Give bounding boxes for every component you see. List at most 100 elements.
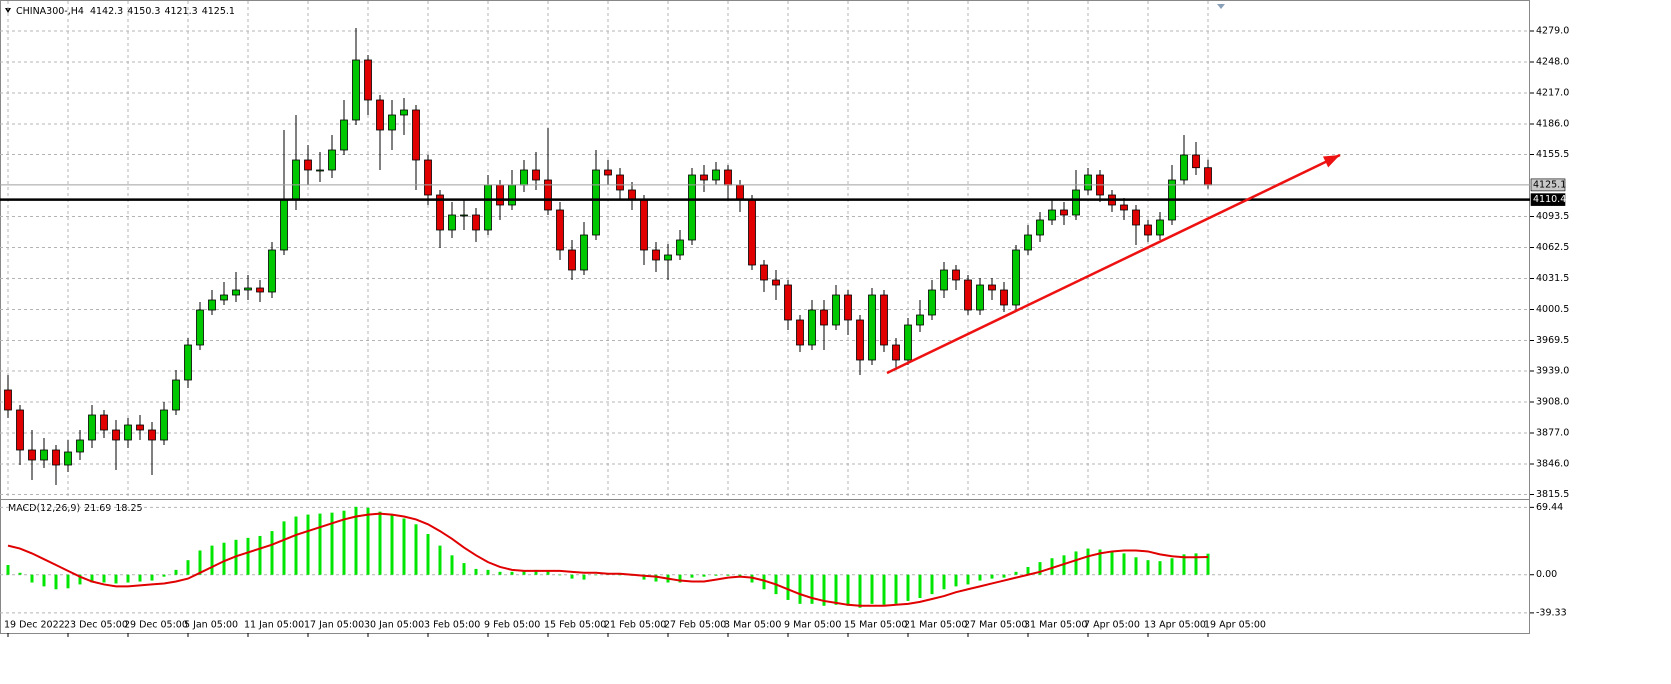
x-tick-label: 3 Mar 05:00	[724, 620, 781, 631]
macd-bar	[702, 574, 706, 577]
candle-body	[460, 214, 468, 217]
candle-body	[556, 209, 564, 251]
candle-body	[772, 279, 780, 286]
y-tick-label: 4217.0	[1536, 88, 1569, 99]
candle-body	[472, 214, 480, 231]
macd-bar	[270, 531, 274, 575]
x-tick-label: 30 Jan 05:00	[364, 620, 424, 631]
candle-body	[16, 409, 24, 451]
candle-body	[400, 109, 408, 116]
macd-bar	[426, 533, 430, 575]
candle-body	[1192, 154, 1200, 169]
macd-bar	[954, 574, 958, 587]
macd-bar	[678, 574, 682, 583]
candle-body	[280, 199, 288, 251]
candle-body	[436, 194, 444, 231]
macd-bar	[594, 574, 598, 576]
macd-bar	[1194, 553, 1198, 575]
candle-body	[1156, 219, 1164, 236]
macd-bar	[882, 574, 886, 605]
candle-body	[652, 249, 660, 261]
macd-bar	[1086, 548, 1090, 575]
macd-bar	[522, 570, 526, 575]
macd-bar	[354, 506, 358, 575]
candle-body	[952, 269, 960, 281]
x-tick-label: 9 Feb 05:00	[484, 620, 540, 631]
macd-bar	[198, 550, 202, 575]
candle-body	[1012, 249, 1020, 306]
shift-marker	[1217, 4, 1225, 9]
candle-body	[328, 149, 336, 171]
y-tick-label: 3908.0	[1536, 397, 1569, 408]
price-level-tag	[1530, 193, 1566, 206]
macd-bar	[1122, 553, 1126, 575]
candle-body	[316, 169, 324, 172]
candle-body	[1072, 189, 1080, 216]
candle-body	[4, 389, 12, 411]
candle-body	[1048, 209, 1056, 221]
candle-body	[1084, 174, 1092, 191]
candle-body	[376, 99, 384, 131]
candle-body	[676, 239, 684, 256]
price-level-label: 4110.4	[1533, 194, 1566, 205]
candle-body	[1180, 154, 1188, 181]
candle-body	[688, 174, 696, 241]
macd-bar	[150, 574, 154, 581]
header-close: 4125.1	[202, 6, 235, 17]
candle-body	[496, 184, 504, 206]
x-tick-label: 7 Apr 05:00	[1084, 620, 1140, 631]
macd-bar	[78, 574, 82, 585]
macd-bar	[210, 545, 214, 575]
menu-arrow[interactable]	[5, 8, 11, 13]
candle-body	[928, 289, 936, 316]
macd-bar	[1182, 554, 1186, 575]
macd-bar	[342, 510, 346, 575]
candle-body	[868, 294, 876, 361]
macd-bar	[414, 524, 418, 575]
macd-bar	[642, 574, 646, 580]
candle-body	[736, 184, 744, 201]
macd-bar	[330, 512, 334, 575]
candle-body	[352, 59, 360, 121]
candle-body	[712, 169, 720, 181]
candle-body	[448, 214, 456, 231]
macd-bar	[654, 574, 658, 582]
candle-body	[148, 429, 156, 441]
macd-bar	[510, 571, 514, 575]
macd-bar	[126, 574, 130, 583]
macd-bar	[1014, 571, 1018, 575]
candle-body	[340, 119, 348, 151]
macd-bar	[222, 542, 226, 575]
macd-bar	[462, 563, 466, 575]
signal-line	[7, 512, 1209, 607]
candle-body	[880, 294, 888, 346]
y-tick-label: 4031.5	[1536, 273, 1569, 284]
x-tick-label: 19 Apr 05:00	[1204, 620, 1266, 631]
macd-bar	[42, 574, 46, 587]
candle-body	[256, 287, 264, 293]
y-tick-label: 3815.5	[1536, 489, 1569, 500]
trend-line	[886, 153, 1341, 375]
trend-arrow-head	[1322, 155, 1340, 168]
candle-body	[1036, 219, 1044, 236]
x-tick-label: 29 Dec 05:00	[124, 620, 188, 631]
y-tick-label: 4062.5	[1536, 242, 1569, 253]
macd-bar	[786, 574, 790, 600]
candle-body	[904, 324, 912, 361]
x-tick-label: 23 Dec 05:00	[64, 620, 128, 631]
candle-body	[940, 269, 948, 291]
x-tick-label: 13 Apr 05:00	[1144, 620, 1206, 631]
y-tick-label: 4155.5	[1536, 149, 1569, 160]
macd-bar	[906, 574, 910, 601]
candle-body	[484, 184, 492, 231]
macd-bar	[858, 574, 862, 608]
candle-body	[244, 287, 252, 291]
candle-body	[1000, 289, 1008, 306]
candle-body	[124, 424, 132, 441]
candle-body	[724, 169, 732, 186]
macd-bar	[714, 574, 718, 576]
macd-bar	[486, 569, 490, 575]
y-tick-label: 3846.0	[1536, 459, 1569, 470]
macd-bar	[318, 513, 322, 575]
candle-body	[580, 234, 588, 271]
